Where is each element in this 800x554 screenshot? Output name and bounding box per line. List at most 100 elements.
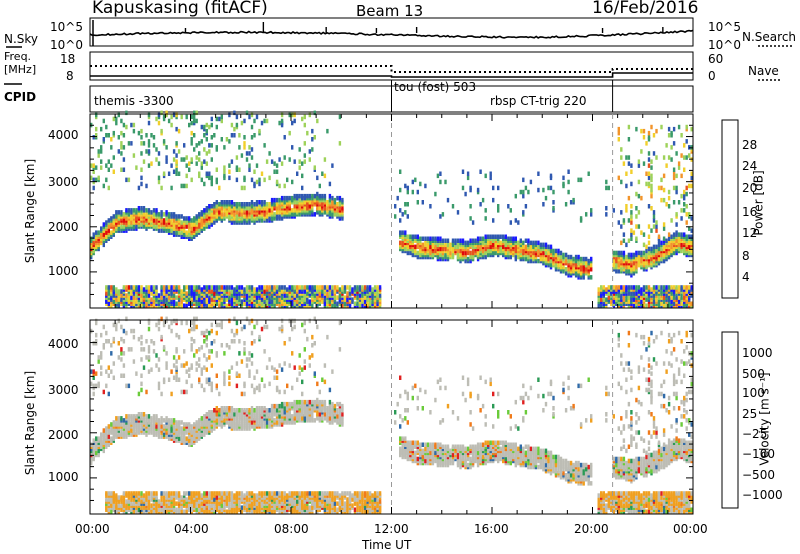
velocity-cell (356, 507, 359, 512)
power-cell (258, 210, 261, 215)
power-cell (107, 285, 110, 290)
power-cell (253, 287, 256, 292)
velocity-cell (157, 326, 161, 332)
power-cell (283, 183, 286, 189)
velocity-cell (328, 416, 332, 421)
power-cell (90, 236, 93, 241)
velocity-cell (336, 501, 339, 506)
velocity-cell (132, 501, 136, 506)
velocity-cell (122, 430, 126, 435)
power-cell (421, 200, 424, 205)
power-cell (454, 238, 457, 243)
power-ytick: 3000 (48, 175, 79, 189)
velocity-cell (323, 491, 327, 496)
power-cell (404, 210, 407, 215)
power-cell (308, 285, 311, 290)
power-cbar-tick: 16 (742, 205, 758, 219)
power-cell (245, 289, 249, 294)
velocity-cell (160, 491, 163, 496)
power-cell (105, 230, 108, 235)
velocity-cell (283, 361, 286, 366)
power-cell (323, 297, 327, 302)
velocity-cell (331, 369, 334, 374)
power-cell (152, 224, 156, 229)
velocity-cell (245, 357, 249, 362)
power-cell (107, 301, 110, 306)
velocity-cell (258, 406, 261, 411)
power-cell (331, 285, 334, 290)
velocity-cell (228, 369, 231, 374)
velocity-cell (268, 408, 271, 413)
velocity-cell (288, 336, 291, 342)
power-cell (117, 210, 120, 215)
velocity-cell (115, 420, 118, 425)
freq-tick-bottom: 8 (66, 69, 74, 83)
power-cell (275, 214, 279, 219)
power-cell (341, 206, 344, 211)
power-cell (253, 181, 256, 187)
power-cell (230, 289, 234, 294)
power-cell (210, 116, 213, 122)
power-cell (278, 303, 281, 308)
velocity-cell (193, 324, 196, 330)
velocity-cell (198, 377, 201, 382)
power-cell (333, 285, 337, 290)
velocity-cell (424, 389, 427, 395)
velocity-cell (220, 412, 223, 417)
power-cell (341, 197, 344, 203)
power-cell (218, 202, 221, 207)
power-cell (185, 224, 188, 229)
velocity-cell (132, 328, 136, 334)
velocity-cell (293, 491, 296, 496)
power-cell (338, 195, 342, 201)
power-cell (157, 175, 161, 181)
power-cell (243, 135, 246, 140)
velocity-cell (278, 326, 281, 332)
power-cell (233, 202, 236, 207)
velocity-cell (162, 491, 166, 496)
velocity-cell (223, 491, 226, 496)
velocity-cell (280, 367, 284, 372)
power-cell (90, 163, 93, 168)
velocity-cell (333, 403, 337, 409)
velocity-cell (190, 491, 193, 496)
power-cell (459, 248, 462, 254)
velocity-cell (198, 503, 201, 508)
power-cell (183, 303, 186, 308)
velocity-cell (248, 373, 251, 378)
power-cell (444, 242, 447, 248)
power-cell (255, 206, 259, 211)
velocity-cell (258, 387, 261, 393)
power-cell (296, 171, 299, 176)
velocity-cell (175, 491, 178, 496)
power-cell (125, 124, 128, 130)
power-cell (205, 122, 208, 128)
velocity-cell (288, 318, 291, 324)
power-cell (198, 151, 201, 156)
velocity-cell (117, 355, 120, 360)
power-cell (371, 299, 374, 304)
velocity-cell (162, 505, 166, 510)
power-cell (170, 114, 173, 120)
velocity-cell (394, 410, 397, 415)
velocity-cell (406, 408, 409, 413)
power-cell (105, 163, 108, 168)
power-cell (441, 212, 445, 217)
power-cell (117, 135, 120, 140)
velocity-cell (155, 353, 158, 358)
power-cell (243, 185, 246, 191)
power-cell (283, 293, 286, 298)
nsearch-tick-bottom: 10^0 (708, 38, 741, 52)
power-cell (127, 285, 131, 290)
power-cell (419, 236, 422, 241)
power-cell (132, 153, 136, 158)
velocity-cell (157, 381, 161, 387)
velocity-cell (245, 316, 249, 322)
velocity-cell (278, 503, 281, 508)
power-cell (456, 248, 460, 254)
velocity-cell (288, 401, 291, 407)
freq-label-1: Freq. (4, 50, 32, 63)
velocity-cell (95, 371, 98, 376)
power-cell (107, 185, 110, 191)
power-cell (366, 285, 369, 290)
